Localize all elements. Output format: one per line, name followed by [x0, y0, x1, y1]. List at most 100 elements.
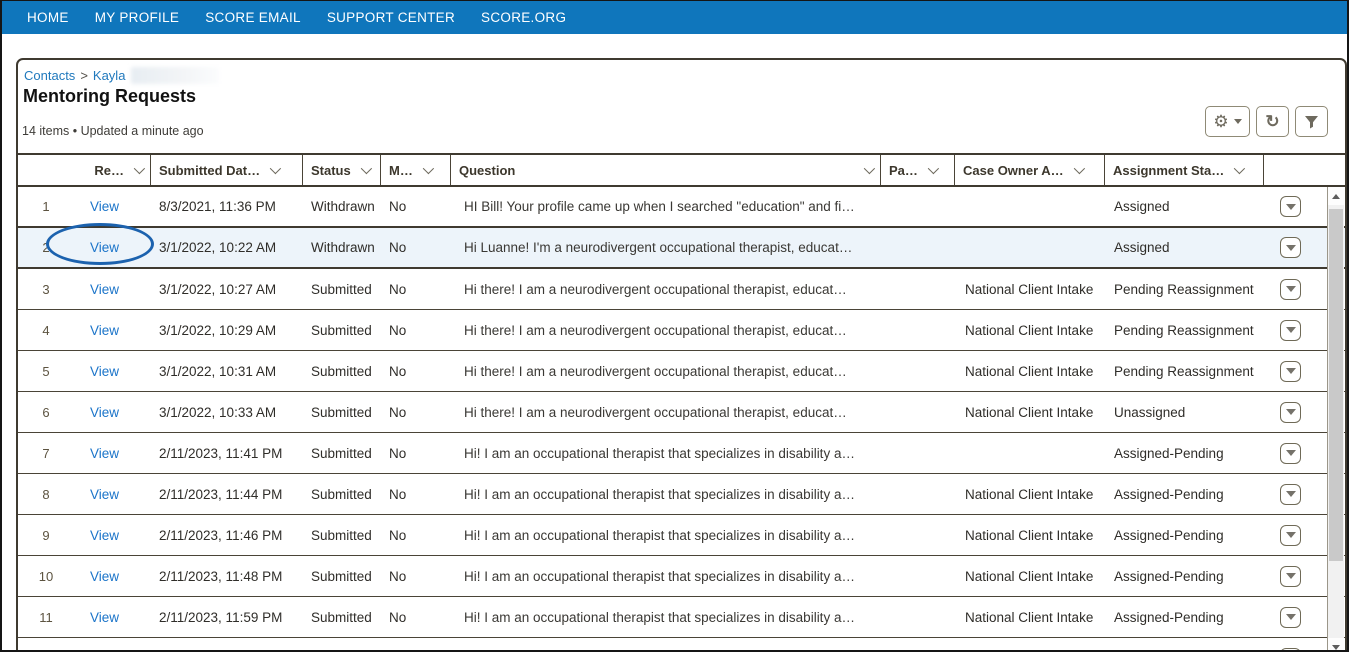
m-cell: No — [389, 486, 407, 502]
col-header-request[interactable]: Re… — [18, 155, 151, 185]
table-row[interactable]: 3 View 3/1/2022, 10:27 AM Submitted No H… — [18, 269, 1345, 310]
row-actions-button[interactable] — [1280, 524, 1301, 546]
nav-score-email[interactable]: SCORE EMAIL — [205, 10, 301, 25]
breadcrumb-contact-link[interactable]: Kayla — [92, 68, 126, 83]
row-number: 5 — [42, 363, 50, 379]
scrollbar-up-button[interactable] — [1328, 187, 1344, 205]
dropdown-triangle-icon — [1285, 286, 1296, 292]
view-link[interactable]: View — [90, 199, 120, 214]
row-actions-button[interactable] — [1280, 278, 1301, 300]
submitted-date-cell: 2/11/2023, 11:59 PM — [159, 609, 283, 625]
row-actions-button[interactable] — [1280, 196, 1301, 217]
case-owner-cell: National Client Intake — [965, 363, 1094, 379]
vertical-scrollbar[interactable] — [1327, 187, 1344, 650]
m-cell: No — [389, 281, 407, 297]
col-header-assignment-status[interactable]: Assignment Sta… — [1105, 155, 1264, 185]
row-actions-button[interactable] — [1280, 401, 1301, 423]
table-row[interactable]: 8 View 2/11/2023, 11:44 PM Submitted No … — [18, 474, 1345, 515]
breadcrumb-contacts-link[interactable]: Contacts — [24, 68, 76, 83]
redacted-contact-lastname — [131, 67, 220, 84]
row-number: 11 — [39, 609, 53, 625]
row-actions-button[interactable] — [1280, 483, 1301, 505]
question-cell: Hi there! I am a neurodivergent occupati… — [464, 281, 847, 297]
view-link-circled[interactable]: View — [90, 240, 120, 255]
dropdown-triangle-icon — [1285, 409, 1296, 415]
table-row[interactable]: 11 View 2/11/2023, 11:59 PM Submitted No… — [18, 597, 1345, 638]
status-cell: Submitted — [311, 486, 372, 502]
case-owner-cell: National Client Intake — [965, 486, 1094, 502]
scrollbar-down-button[interactable] — [1328, 638, 1344, 650]
col-header-question[interactable]: Question — [451, 155, 881, 185]
submitted-date-cell: 3/1/2022, 10:27 AM — [159, 281, 277, 297]
view-link[interactable]: View — [90, 527, 120, 543]
m-cell: No — [389, 363, 407, 379]
sort-chevron-icon — [360, 162, 372, 175]
col-header-case-owner[interactable]: Case Owner A… — [955, 155, 1105, 185]
table-row-highlighted[interactable]: 2 View 3/1/2022, 10:22 AM Withdrawn No H… — [18, 228, 1345, 269]
row-actions-button[interactable] — [1280, 319, 1301, 341]
col-header-pa[interactable]: Pa… — [881, 155, 955, 185]
status-cell: Withdrawn — [311, 199, 375, 214]
table-row[interactable]: 10 View 2/11/2023, 11:48 PM Submitted No… — [18, 556, 1345, 597]
nav-home[interactable]: HOME — [27, 10, 69, 25]
table-row[interactable]: 9 View 2/11/2023, 11:46 PM Submitted No … — [18, 515, 1345, 556]
view-link[interactable]: View — [90, 609, 120, 625]
status-cell: Submitted — [311, 527, 372, 543]
row-actions-button[interactable] — [1280, 606, 1301, 628]
status-cell: Submitted — [311, 322, 372, 338]
table-row[interactable]: 6 View 3/1/2022, 10:33 AM Submitted No H… — [18, 392, 1345, 433]
table-row[interactable]: 12 View 2/12/2023, 12:01 AM Submitted No… — [18, 638, 1345, 650]
sort-chevron-icon — [927, 162, 939, 175]
nav-my-profile[interactable]: MY PROFILE — [94, 10, 180, 25]
assignment-status-cell: Assigned-Pending — [1114, 445, 1224, 461]
refresh-button[interactable]: ↻ — [1256, 106, 1289, 137]
scrollbar-thumb[interactable] — [1329, 209, 1343, 561]
nav-support-center[interactable]: SUPPORT CENTER — [326, 10, 456, 25]
row-actions-button[interactable] — [1280, 237, 1301, 258]
row-number: 4 — [42, 322, 50, 338]
nav-score-org[interactable]: SCORE.ORG — [481, 10, 567, 25]
col-header-actions — [1264, 155, 1345, 185]
submitted-date-cell: 2/11/2023, 11:44 PM — [159, 486, 283, 502]
row-actions-button[interactable] — [1280, 442, 1301, 464]
dropdown-triangle-icon — [1285, 573, 1296, 579]
sort-chevron-icon — [1073, 162, 1085, 175]
question-cell: Hi there! I am a neurodivergent occupati… — [464, 404, 847, 420]
row-actions-button[interactable] — [1280, 360, 1301, 382]
view-link[interactable]: View — [90, 486, 120, 502]
m-cell: No — [389, 322, 407, 338]
col-header-status[interactable]: Status — [303, 155, 381, 185]
row-number: 1 — [42, 199, 50, 214]
dropdown-triangle-icon — [1285, 614, 1296, 620]
case-owner-cell: National Client Intake — [965, 609, 1094, 625]
table-row[interactable]: 7 View 2/11/2023, 11:41 PM Submitted No … — [18, 433, 1345, 474]
view-link[interactable]: View — [90, 568, 120, 584]
view-link[interactable]: View — [90, 363, 120, 379]
case-owner-cell: National Client Intake — [965, 281, 1094, 297]
list-settings-button[interactable]: ⚙ — [1205, 106, 1250, 137]
col-header-submitted-date[interactable]: Submitted Dat… — [151, 155, 303, 185]
table-row[interactable]: 4 View 3/1/2022, 10:29 AM Submitted No H… — [18, 310, 1345, 351]
view-link[interactable]: View — [90, 322, 120, 338]
submitted-date-cell: 2/11/2023, 11:48 PM — [159, 568, 283, 584]
row-number: 7 — [42, 445, 50, 461]
m-cell: No — [389, 527, 407, 543]
table-row[interactable]: 1 View 8/3/2021, 11:36 PM Withdrawn No H… — [18, 187, 1345, 228]
scrollbar-up-icon — [1332, 193, 1340, 199]
table-row[interactable]: 5 View 3/1/2022, 10:31 AM Submitted No H… — [18, 351, 1345, 392]
view-link[interactable]: View — [90, 281, 120, 297]
col-header-m[interactable]: M… — [381, 155, 451, 185]
scrollbar-down-icon — [1332, 644, 1340, 650]
view-link[interactable]: View — [90, 404, 120, 420]
m-cell: No — [389, 199, 407, 214]
mentoring-requests-panel: Contacts > Kayla Mentoring Requests 14 i… — [16, 58, 1347, 650]
view-link[interactable]: View — [90, 445, 120, 461]
m-cell: No — [389, 609, 407, 625]
row-actions-button[interactable] — [1280, 565, 1301, 587]
row-actions-button[interactable] — [1280, 647, 1301, 650]
filter-icon — [1305, 115, 1318, 128]
assignment-status-cell: Assigned-Pending — [1114, 609, 1224, 625]
assignment-status-cell: Assigned-Pending — [1114, 527, 1224, 543]
filter-button[interactable] — [1295, 106, 1328, 137]
case-owner-cell: National Client Intake — [965, 568, 1094, 584]
